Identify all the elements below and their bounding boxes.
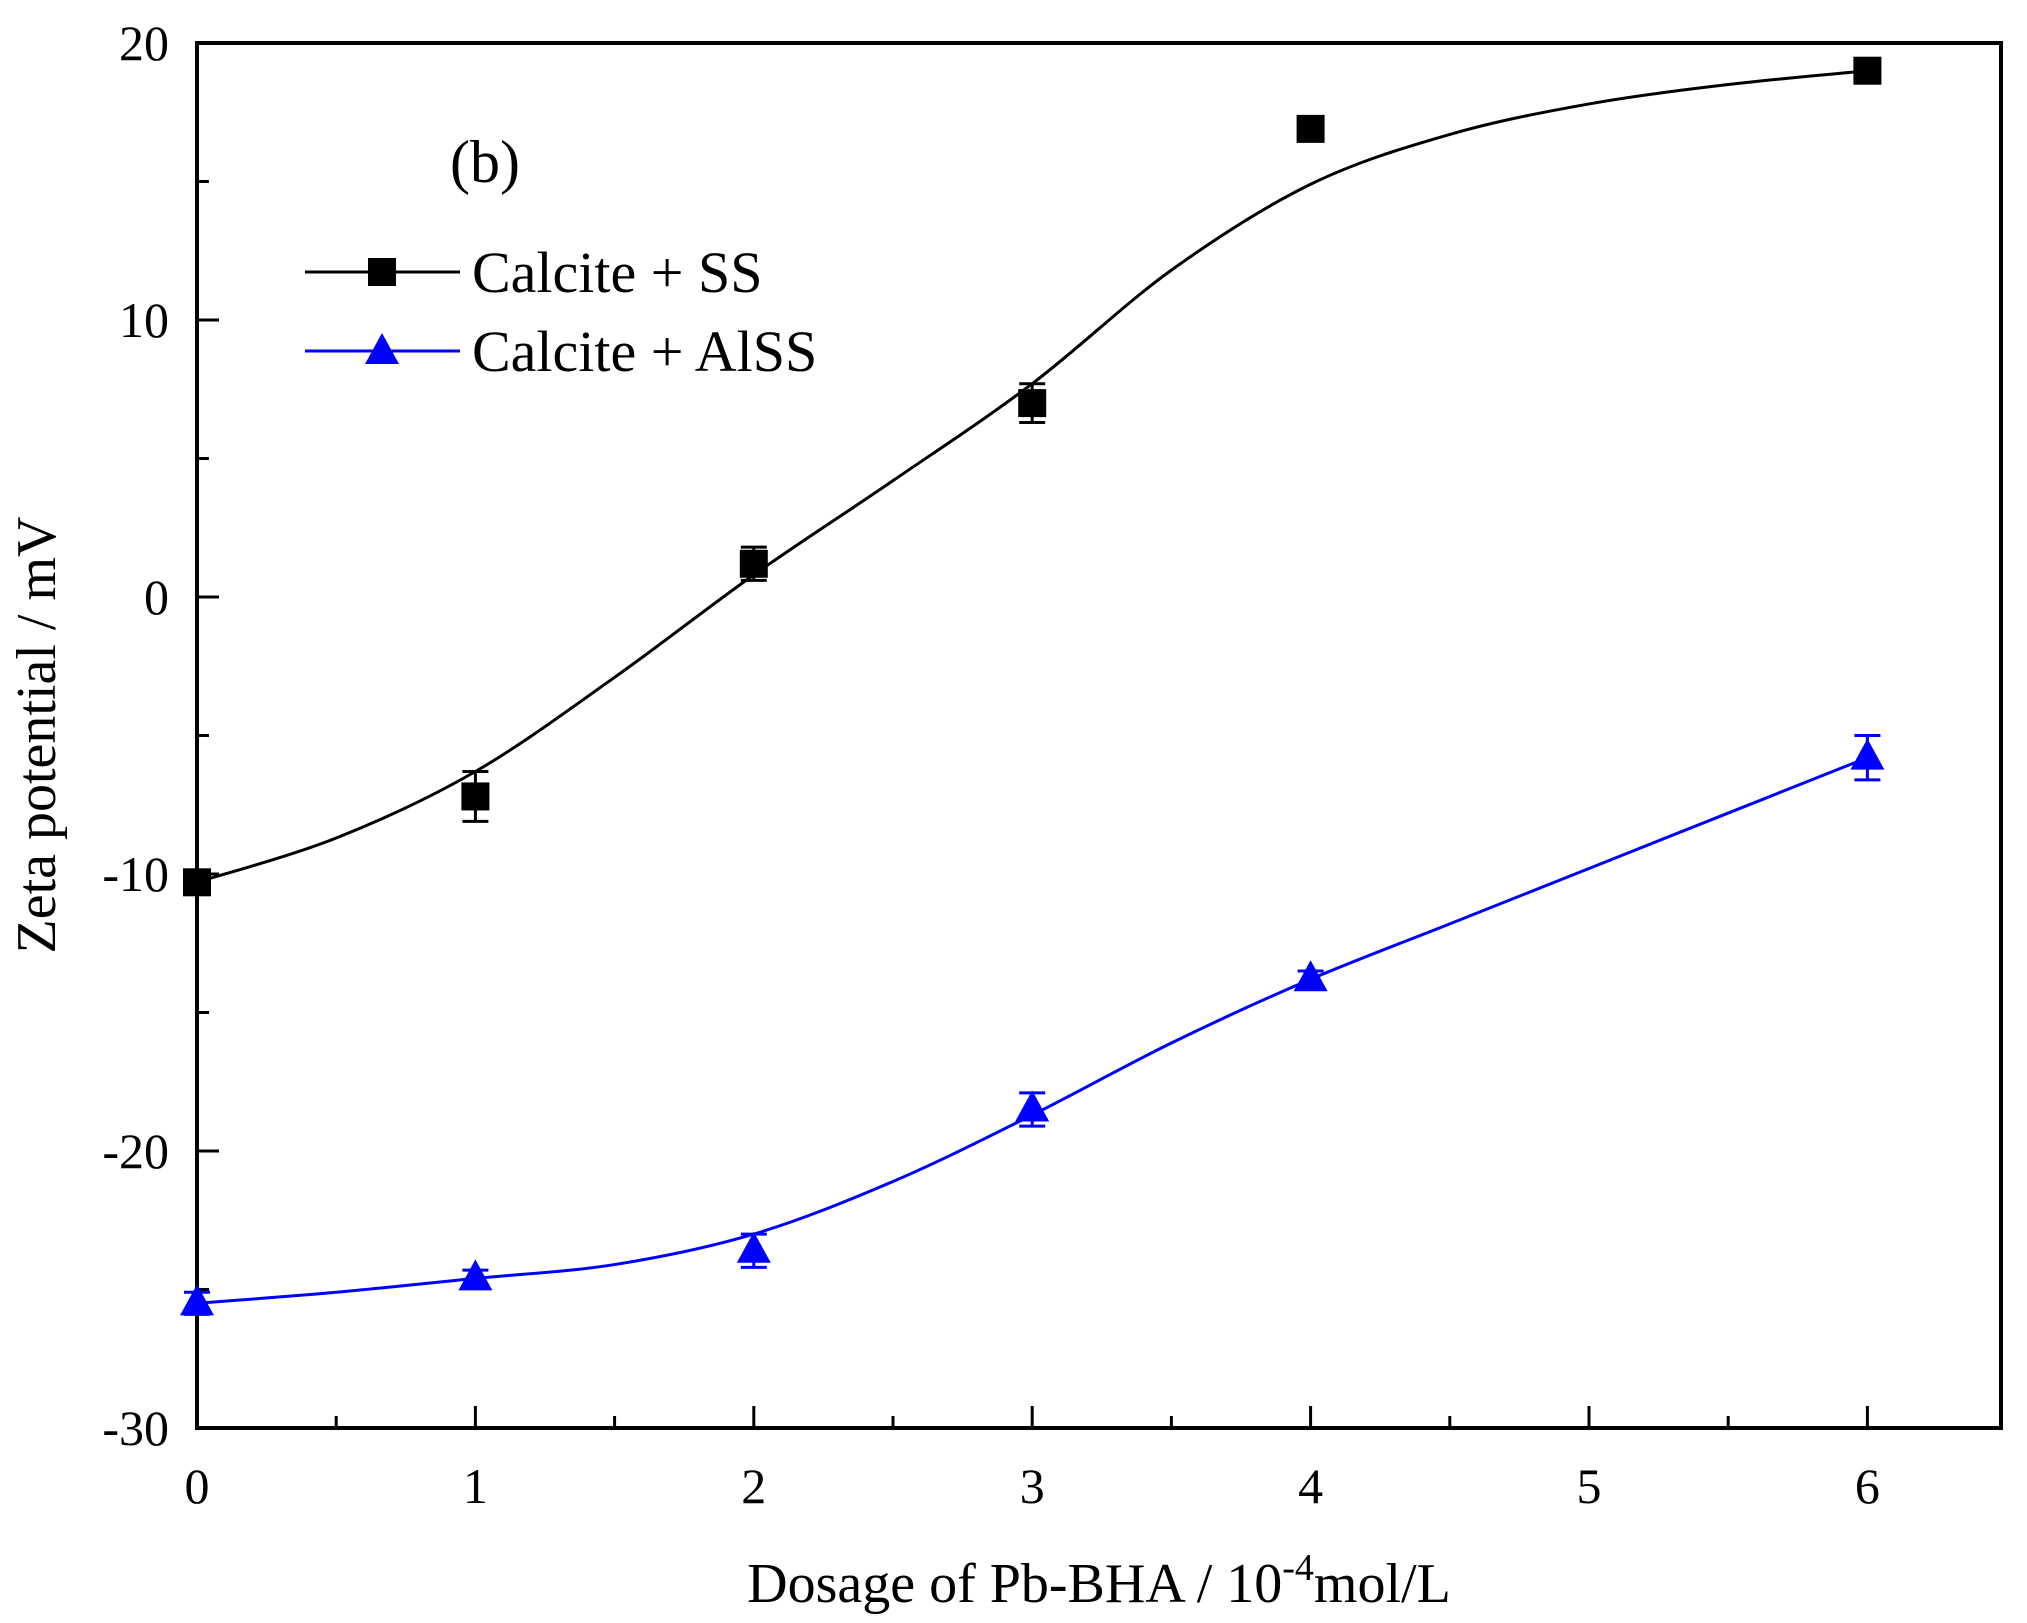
axis-tick-labels: 0 1 2 3 4 5 6 -30 -20 -10 0 10 20 [102, 15, 1880, 1514]
y-tick-label: -10 [102, 846, 169, 902]
marker-series-1 [1018, 389, 1047, 418]
y-axis-title: Zeta potential / mV [6, 517, 68, 954]
marker-series-1 [739, 549, 768, 578]
marker-series-1 [1296, 114, 1325, 143]
marker-series-1 [1853, 56, 1882, 85]
panel-label: (b) [450, 129, 520, 195]
y-tick-label: 20 [119, 15, 169, 71]
y-tick-label: -30 [102, 1400, 169, 1456]
legend-marker-series-1 [368, 258, 396, 286]
marker-series-2 [1293, 960, 1328, 992]
x-tick-label: 3 [1020, 1458, 1045, 1514]
marker-series-2 [1850, 738, 1885, 770]
marker-series-2 [1015, 1090, 1050, 1122]
marker-series-1 [461, 782, 490, 811]
x-tick-label: 4 [1298, 1458, 1323, 1514]
marker-series-2 [458, 1259, 493, 1291]
legend-label-series-1: Calcite + SS [472, 240, 762, 305]
y-tick-label: 0 [144, 569, 169, 625]
legend-label-series-2: Calcite + AlSS [472, 319, 817, 384]
x-axis-title: Dosage of Pb-BHA / 10-4mol/L [747, 1547, 1451, 1615]
data-markers [180, 56, 1885, 1316]
x-tick-label: 2 [741, 1458, 766, 1514]
y-tick-label: 10 [119, 292, 169, 348]
x-tick-label: 0 [185, 1458, 210, 1514]
x-tick-label: 6 [1855, 1458, 1880, 1514]
x-axis-title-main: Dosage of Pb-BHA / 10 [747, 1553, 1282, 1615]
marker-series-1 [183, 868, 211, 897]
x-axis-title-tail: mol/L [1314, 1553, 1451, 1615]
x-tick-label: 1 [463, 1458, 488, 1514]
legend-marker-series-2 [365, 333, 399, 364]
x-tick-label: 5 [1577, 1458, 1602, 1514]
marker-series-2 [736, 1231, 771, 1263]
y-tick-label: -20 [102, 1123, 169, 1179]
x-axis-title-sup: -4 [1282, 1547, 1314, 1589]
legend: Calcite + SS Calcite + AlSS [305, 240, 817, 384]
marker-series-2 [180, 1284, 214, 1316]
axis-ticks [195, 41, 1869, 1430]
